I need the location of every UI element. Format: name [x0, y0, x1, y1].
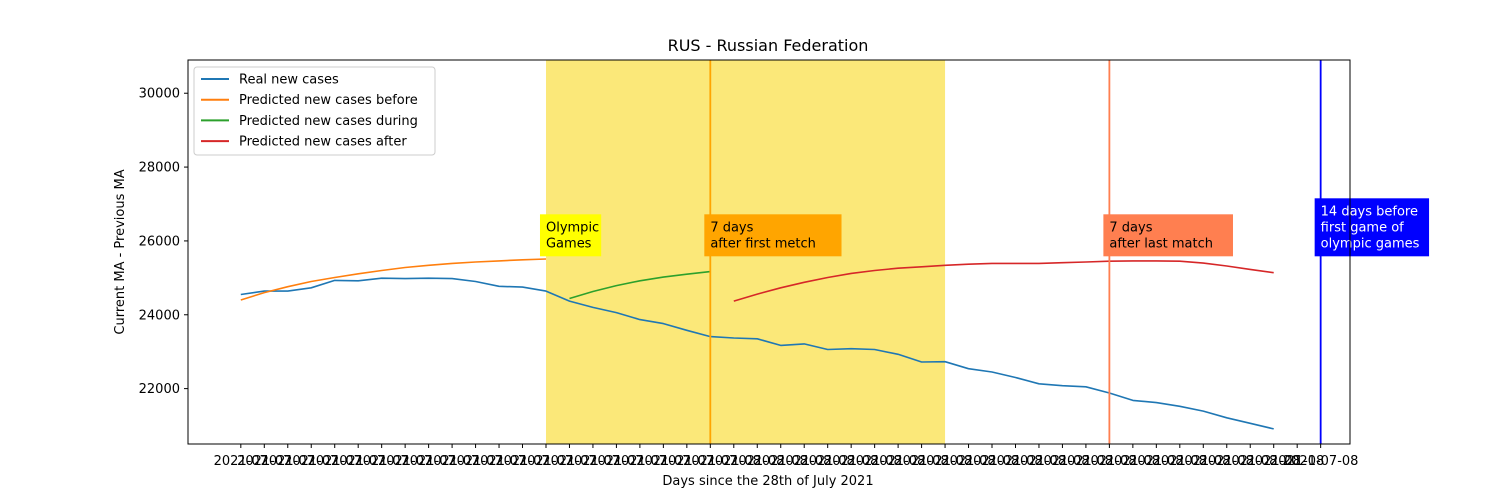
x-tick-label: 2021-08 [1223, 454, 1277, 469]
annotation-text: 7 days [710, 220, 753, 235]
x-tick-label: 2021-07 [613, 454, 667, 469]
y-tick-label: 26000 [139, 234, 180, 249]
x-tick-label: 2021-07 [331, 454, 385, 469]
x-tick-label: 2021-07 [237, 454, 291, 469]
x-tick-label: 2021-08 [707, 454, 761, 469]
chart-title: RUS - Russian Federation [668, 36, 869, 55]
x-tick-label: 2021-08 [847, 454, 901, 469]
legend-item-4: Predicted new cases after [201, 135, 407, 150]
x-tick-label: 2021-07 [448, 454, 502, 469]
annotation-text: after last match [1109, 236, 1213, 251]
x-tick-label: 2021-08 [965, 454, 1019, 469]
x-tick-label: 2021-07 [284, 454, 338, 469]
x-tick-label: 2021-08 [1270, 454, 1324, 469]
x-tick-label: 2021-08 [1012, 454, 1066, 469]
x-axis-label: Days since the 28th of July 2021 [662, 474, 873, 489]
x-tick-label: 2021-07 [495, 454, 549, 469]
x-tick-label: 2021-07 [660, 454, 714, 469]
annotation-text: 14 days before [1321, 204, 1418, 219]
x-tick-label: 2021-07 [214, 454, 268, 469]
x-tick-label: 2021-08 [777, 454, 831, 469]
x-tick-label: 2021-08 [1129, 454, 1183, 469]
series-line-2 [240, 258, 547, 301]
annotation-box [539, 214, 602, 257]
legend-label: Real new cases [239, 73, 339, 88]
x-tick-label: 2021-07 [261, 454, 315, 469]
series-line-1 [240, 277, 1274, 430]
x-tick-label: 2021-08 [894, 454, 948, 469]
legend-item-2: Predicted new cases before [201, 93, 418, 108]
y-axis-label: Current MA - Previous MA [113, 169, 128, 334]
x-tick-label: 2021-08 [988, 454, 1042, 469]
x-tick-label: 2021-08 [871, 454, 925, 469]
series-line-4 [733, 260, 1274, 302]
x-tick-label: 2021-07 [472, 454, 526, 469]
annotation-text: first game of [1321, 220, 1405, 235]
x-tick-label: 2021-07 [425, 454, 479, 469]
x-tick-label: 2021-07 [378, 454, 432, 469]
x-tick-label: 2021-08 [824, 454, 878, 469]
x-tick-label: 2021-08 [1059, 454, 1113, 469]
x-tick-label: 2021-08 [1200, 454, 1254, 469]
series-line-3 [569, 270, 711, 300]
x-tick-label: 2021-07 [308, 454, 362, 469]
x-tick-label: 2021-08 [1247, 454, 1301, 469]
x-tick-label: 2021-08 [941, 454, 995, 469]
x-tick-label: 2021-07 [636, 454, 690, 469]
legend-label: Predicted new cases during [239, 114, 418, 129]
y-tick-label: 28000 [139, 161, 180, 176]
legend: Real new cases Predicted new cases before… [193, 66, 436, 156]
x-tick-label: 2021-07 [401, 454, 455, 469]
x-tick-label: 2021-08 [1106, 454, 1160, 469]
legend-label: Predicted new cases after [239, 135, 407, 150]
y-tick-label: 30000 [139, 87, 180, 102]
x-tick-label: 2021-08 [754, 454, 808, 469]
annotation-box [1314, 198, 1430, 257]
annotation-box [1103, 214, 1233, 257]
annotation-text: 7 days [1109, 220, 1152, 235]
legend-item-3: Predicted new cases during [201, 114, 418, 129]
x-tick-label: 2021-07 [566, 454, 620, 469]
annotation-text: olympic games [1321, 236, 1420, 251]
legend-item-1: Real new cases [201, 73, 339, 88]
annotation-text: Olympic [546, 220, 599, 235]
plot-frame [187, 59, 1351, 445]
annotation-text: after first metch [710, 236, 816, 251]
x-tick-label: 2021-07 [542, 454, 596, 469]
x-tick-label: 2021-08 [1153, 454, 1207, 469]
x-tick-label: 2021-07 [683, 454, 737, 469]
x-tick-label: 2021-08 [730, 454, 784, 469]
x-tick-label: 2021-08 [1082, 454, 1136, 469]
x-tick-label: 2021-08 [1176, 454, 1230, 469]
x-tick-label: 2021-08 [918, 454, 972, 469]
annotation-text: Games [546, 236, 592, 251]
legend-label: Predicted new cases before [239, 93, 418, 108]
x-tick-label: 2021-07 [355, 454, 409, 469]
x-tick-label: 2021-07 [519, 454, 573, 469]
x-tick-label: 2021-08 [801, 454, 855, 469]
legend-frame [193, 66, 436, 156]
y-tick-label: 22000 [139, 382, 180, 397]
annotation-box [704, 214, 842, 257]
x-tick-label: 2021-08 [1035, 454, 1089, 469]
x-tick-label: 2021-07 [589, 454, 643, 469]
y-tick-label: 24000 [139, 308, 180, 323]
x-tick-label: 2021-07-08 [1283, 454, 1359, 469]
